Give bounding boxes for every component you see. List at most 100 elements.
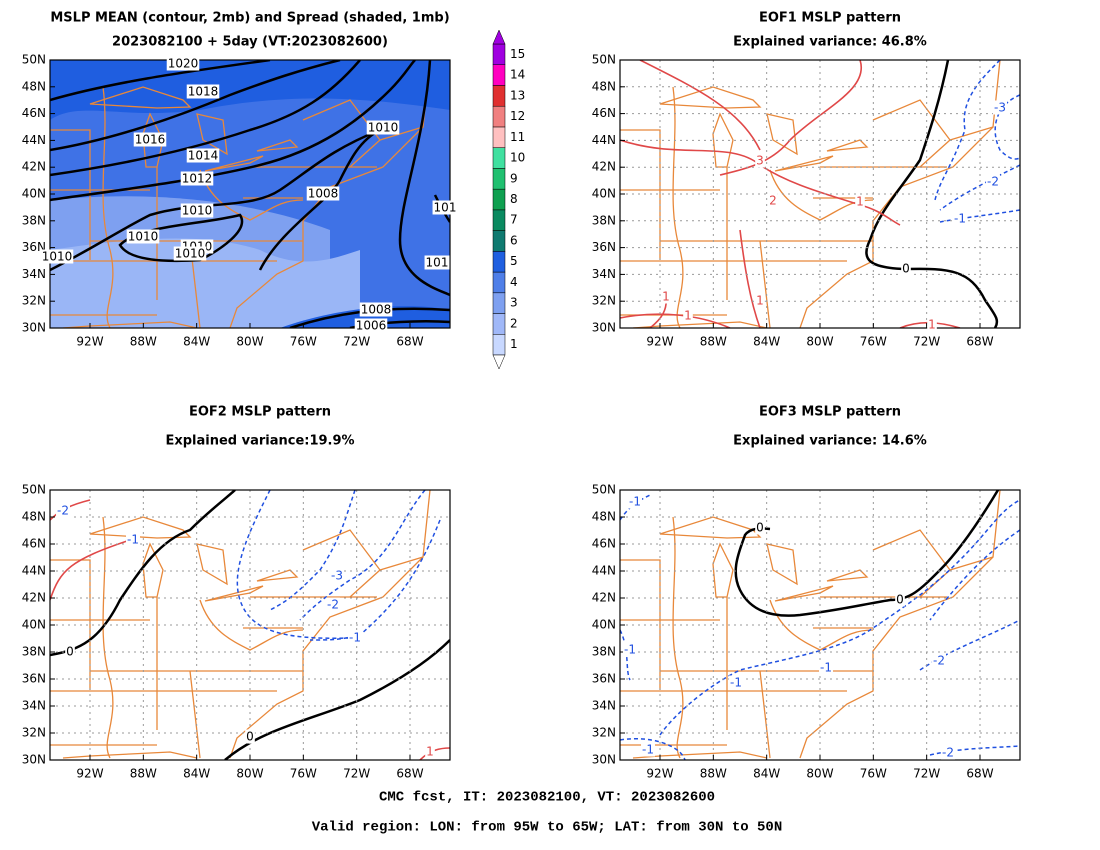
lon-label: 72W (343, 767, 370, 781)
colorbar-label: 12 (510, 109, 525, 123)
contour-label: 101 (426, 256, 449, 270)
lat-label: 34N (592, 699, 616, 713)
panel: EOF3 MSLP pattern Explained variance: 14.… (592, 405, 1021, 781)
colorbar-label: 11 (510, 130, 525, 144)
lon-label: 80W (806, 767, 833, 781)
lon-label: 84W (183, 767, 210, 781)
contour-label: -3 (994, 101, 1006, 115)
colorbar-label: 4 (510, 275, 518, 289)
colorbar-box (492, 147, 506, 169)
panel: EOF1 MSLP pattern Explained variance: 46.… (592, 11, 1021, 349)
footer-text: CMC fcst, IT: 2023082100, VT: 2023082600 (379, 790, 715, 806)
lat-label: 40N (592, 618, 616, 632)
lat-label: 42N (22, 591, 46, 605)
panel: EOF2 MSLP pattern Explained variance:19.9… (22, 405, 451, 781)
contour-label: 1018 (188, 85, 219, 99)
contour-label: -3 (331, 569, 343, 583)
contour-label: 2 (769, 194, 777, 208)
lon-label: 88W (130, 767, 157, 781)
contour-label: 1014 (188, 149, 219, 163)
colorbar-label: 10 (510, 151, 525, 165)
contour-label-bg (40, 249, 74, 264)
lon-label: 76W (860, 767, 887, 781)
footer-text: Valid region: LON: from 95W to 65W; LAT:… (312, 820, 782, 836)
contour-label: 3 (756, 154, 764, 168)
contour-label-bg (927, 317, 937, 332)
panel-title: EOF3 MSLP pattern (759, 405, 901, 420)
contour-label-bg (819, 660, 833, 675)
lon-label: 92W (76, 767, 103, 781)
contour-label: -2 (933, 654, 945, 668)
map-frame (619, 489, 1021, 761)
lat-label: 36N (592, 672, 616, 686)
contour-label-bg (729, 675, 743, 690)
colorbar-box (492, 43, 506, 65)
lat-label: 44N (592, 133, 616, 147)
contour-label: -2 (327, 598, 339, 612)
contour-label-bg (755, 153, 765, 168)
contour-label-bg (65, 644, 75, 659)
lat-label: 44N (22, 133, 46, 147)
lat-label: 36N (592, 240, 616, 254)
colorbar-box (492, 271, 506, 294)
contour-label-bg (623, 642, 637, 657)
lat-label: 48N (592, 510, 616, 524)
contour-label-bg (245, 729, 255, 744)
lat-label: 46N (592, 537, 616, 551)
map-frame (619, 59, 1021, 329)
lon-label: 76W (290, 335, 317, 349)
panel-title: 2023082100 + 5day (VT:2023082600) (112, 35, 388, 50)
contour-label-bg (173, 246, 207, 261)
lat-label: 42N (22, 160, 46, 174)
lon-label: 72W (913, 335, 940, 349)
contour-label-bg (166, 56, 200, 71)
lat-label: 30N (22, 753, 46, 767)
contour-label-bg (941, 745, 955, 760)
colorbar-box (492, 168, 506, 190)
lon-label: 68W (396, 767, 423, 781)
lon-label: 76W (290, 767, 317, 781)
contour-label: 1010 (368, 121, 399, 135)
contour-label: 1010 (128, 230, 159, 244)
lat-label: 38N (22, 213, 46, 227)
lat-label: 44N (592, 564, 616, 578)
contour-label-bg (986, 174, 1000, 189)
contour-label: -1 (820, 661, 832, 675)
contour-label-bg (359, 302, 393, 317)
contour-label-bg (628, 494, 642, 509)
contour-label: -2 (57, 504, 69, 518)
lon-label: 88W (700, 767, 727, 781)
colorbar-box (492, 85, 506, 107)
contour-label: -1 (629, 495, 641, 509)
contour-label: -1 (730, 676, 742, 690)
contour-label-bg (993, 100, 1007, 115)
contour-label: 1012 (182, 172, 213, 186)
contour-label-bg (424, 255, 450, 270)
lon-label: 84W (753, 335, 780, 349)
contour-label: 0 (756, 521, 764, 535)
contour-label-bg (641, 742, 655, 757)
contour-label: -2 (942, 746, 954, 760)
contour-label-bg (953, 211, 967, 226)
lat-label: 36N (22, 672, 46, 686)
lat-label: 40N (592, 187, 616, 201)
contour-label: 1010 (182, 204, 213, 218)
colorbar-label: 6 (510, 233, 518, 247)
lat-label: 30N (592, 321, 616, 335)
contour-label-bg (683, 308, 693, 323)
lat-label: 32N (592, 726, 616, 740)
lon-label: 76W (860, 335, 887, 349)
lon-label: 88W (700, 335, 727, 349)
lat-label: 30N (592, 753, 616, 767)
contour-label: 1010 (175, 247, 206, 261)
contour-label-bg (180, 203, 214, 218)
lat-label: 30N (22, 321, 46, 335)
contour-label-bg (661, 289, 671, 304)
lon-label: 80W (236, 767, 263, 781)
contour-label: -1 (642, 743, 654, 757)
lon-label: 68W (966, 335, 993, 349)
contour-label-bg (186, 84, 220, 99)
colorbar-label: 9 (510, 171, 518, 185)
colorbar-box (492, 105, 506, 128)
colorbar-box (492, 64, 506, 86)
